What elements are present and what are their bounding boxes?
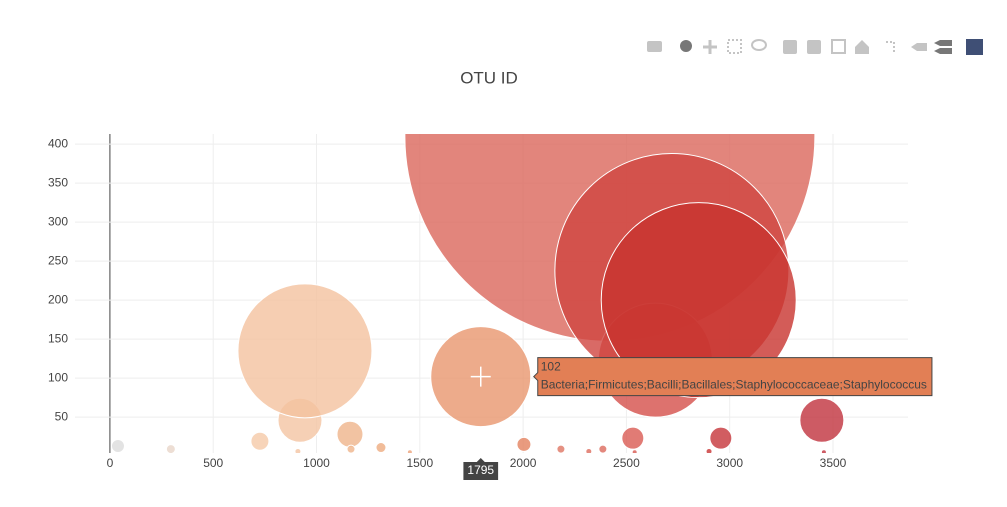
x-tick-label: 1500 — [406, 456, 433, 470]
x-hover-box — [463, 458, 499, 480]
modebar-button[interactable] — [911, 43, 927, 51]
y-tick-label: 350 — [48, 175, 68, 189]
modebar-button[interactable] — [727, 39, 742, 54]
hover-label: 102 Bacteria;Firmicutes;Bacilli;Bacillale… — [533, 357, 933, 397]
bubble — [336, 420, 364, 448]
modebar-button[interactable] — [831, 39, 846, 54]
x-hover-label: 1795 — [463, 458, 499, 480]
bubble — [709, 426, 733, 450]
bubble — [375, 442, 387, 453]
overlay: 102 Bacteria;Firmicutes;Bacilli;Bacillale… — [463, 357, 933, 480]
modebar-button[interactable] — [807, 40, 821, 54]
y-tick-label: 150 — [48, 331, 68, 345]
bubble — [705, 447, 713, 453]
modebar-button[interactable] — [703, 40, 717, 54]
y-tick-label: 100 — [48, 370, 68, 384]
modebar-logo[interactable] — [966, 39, 983, 55]
hover-box — [533, 357, 933, 397]
bubble — [237, 283, 373, 419]
hover-value: 102 — [541, 360, 561, 374]
x-tick-label: 2000 — [510, 456, 537, 470]
bubble — [556, 444, 566, 453]
modebar-button[interactable] — [647, 41, 662, 52]
x-tick-label: 0 — [107, 456, 114, 470]
x-tick-label: 1000 — [303, 456, 330, 470]
y-tick-label: 50 — [55, 409, 69, 423]
bubble — [598, 444, 608, 453]
bubble — [621, 426, 645, 450]
y-tick-label: 400 — [48, 136, 68, 150]
modebar-button[interactable] — [934, 40, 952, 54]
y-tick-label: 300 — [48, 214, 68, 228]
bubble — [346, 444, 356, 453]
bubble — [820, 449, 827, 453]
bubble — [110, 438, 125, 453]
modebar-button[interactable] — [783, 40, 797, 54]
hover-text: Bacteria;Firmicutes;Bacilli;Bacillales;S… — [541, 378, 927, 392]
modebar-button[interactable] — [751, 39, 767, 51]
y-tick-label: 250 — [48, 253, 68, 267]
x-tick-label: 500 — [203, 456, 223, 470]
x-hover-text: 1795 — [467, 463, 494, 477]
x-tick-label: 3500 — [820, 456, 847, 470]
x-tick-label: 2500 — [613, 456, 640, 470]
modebar — [647, 39, 983, 55]
bubble — [406, 449, 413, 453]
bubble — [631, 449, 638, 453]
modebar-button[interactable] — [680, 40, 692, 52]
bubble — [600, 202, 797, 399]
bubble — [250, 431, 270, 451]
y-tick-label: 200 — [48, 292, 68, 306]
bubble — [585, 447, 593, 453]
modebar-button[interactable] — [886, 41, 895, 52]
bubble — [516, 436, 532, 452]
chart-title: OTU ID — [460, 68, 518, 87]
bubble — [294, 447, 302, 453]
bubble — [799, 397, 845, 443]
hover-crosshair — [470, 366, 491, 387]
bubble — [165, 444, 176, 453]
x-tick-label: 3000 — [716, 456, 743, 470]
modebar-button[interactable] — [855, 40, 869, 54]
